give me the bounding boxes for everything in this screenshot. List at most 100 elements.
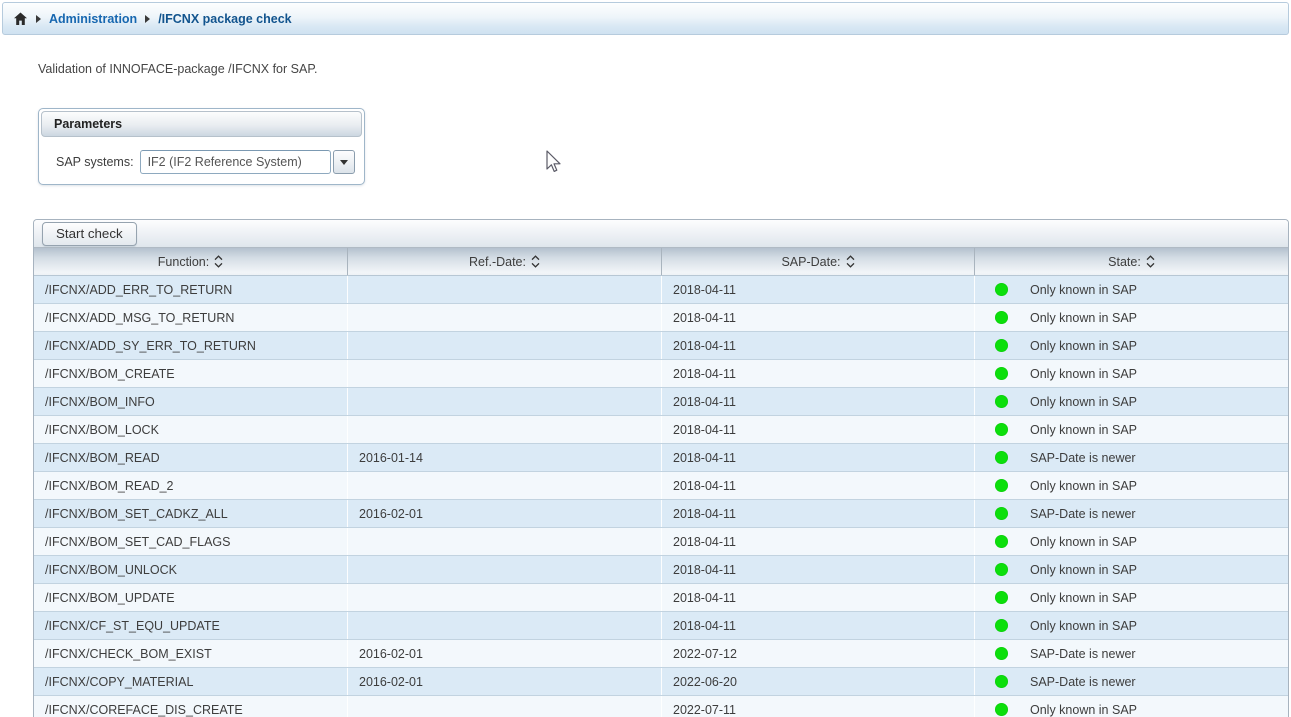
state-label: SAP-Date is newer (1030, 646, 1136, 661)
sap-date-cell: 2018-04-11 (662, 472, 975, 499)
table-row[interactable]: /IFCNX/ADD_SY_ERR_TO_RETURN 2018-04-11 O… (34, 332, 1288, 360)
status-ok-icon (995, 535, 1008, 548)
state-label: SAP-Date is newer (1030, 674, 1136, 689)
table-row[interactable]: /IFCNX/BOM_LOCK 2018-04-11 Only known in… (34, 416, 1288, 444)
table-row[interactable]: /IFCNX/ADD_MSG_TO_RETURN 2018-04-11 Only… (34, 304, 1288, 332)
state-cell: SAP-Date is newer (975, 640, 1288, 667)
ref-date-cell (348, 528, 662, 555)
table-row[interactable]: /IFCNX/ADD_ERR_TO_RETURN 2018-04-11 Only… (34, 276, 1288, 304)
breadcrumb-item-current[interactable]: /IFCNX package check (158, 11, 292, 26)
column-header-state[interactable]: State: (975, 248, 1288, 275)
state-cell: Only known in SAP (975, 584, 1288, 611)
chevron-down-icon (339, 159, 348, 165)
function-cell: /IFCNX/BOM_INFO (34, 388, 348, 415)
table-row[interactable]: /IFCNX/BOM_UNLOCK 2018-04-11 Only known … (34, 556, 1288, 584)
table-row[interactable]: /IFCNX/COPY_MATERIAL 2016-02-01 2022-06-… (34, 668, 1288, 696)
function-cell: /IFCNX/BOM_UNLOCK (34, 556, 348, 583)
table-row[interactable]: /IFCNX/BOM_READ_2 2018-04-11 Only known … (34, 472, 1288, 500)
sap-date-cell: 2018-04-11 (662, 388, 975, 415)
home-icon[interactable] (13, 12, 28, 26)
ref-date-cell (348, 416, 662, 443)
ref-date-cell (348, 388, 662, 415)
state-label: Only known in SAP (1030, 282, 1137, 297)
state-cell: Only known in SAP (975, 304, 1288, 331)
status-ok-icon (995, 311, 1008, 324)
sort-icon[interactable] (846, 255, 855, 268)
status-ok-icon (995, 479, 1008, 492)
start-check-button[interactable]: Start check (42, 221, 137, 246)
status-ok-icon (995, 563, 1008, 576)
status-ok-icon (995, 423, 1008, 436)
table-row[interactable]: /IFCNX/CHECK_BOM_EXIST 2016-02-01 2022-0… (34, 640, 1288, 668)
state-cell: Only known in SAP (975, 472, 1288, 499)
column-header-ref-date[interactable]: Ref.-Date: (348, 248, 662, 275)
ref-date-cell (348, 584, 662, 611)
state-label: SAP-Date is newer (1030, 450, 1136, 465)
sap-date-cell: 2018-04-11 (662, 500, 975, 527)
breadcrumb-separator-icon (145, 14, 151, 23)
function-cell: /IFCNX/CHECK_BOM_EXIST (34, 640, 348, 667)
state-cell: Only known in SAP (975, 696, 1288, 717)
function-cell: /IFCNX/BOM_READ (34, 444, 348, 471)
function-cell: /IFCNX/COPY_MATERIAL (34, 668, 348, 695)
state-label: Only known in SAP (1030, 422, 1137, 437)
state-cell: Only known in SAP (975, 276, 1288, 303)
table-row[interactable]: /IFCNX/BOM_CREATE 2018-04-11 Only known … (34, 360, 1288, 388)
state-cell: Only known in SAP (975, 388, 1288, 415)
sap-date-cell: 2022-07-11 (662, 696, 975, 717)
column-header-sap-date[interactable]: SAP-Date: (662, 248, 975, 275)
state-cell: Only known in SAP (975, 360, 1288, 387)
table-row[interactable]: /IFCNX/BOM_UPDATE 2018-04-11 Only known … (34, 584, 1288, 612)
sap-date-cell: 2022-06-20 (662, 668, 975, 695)
sap-date-cell: 2018-04-11 (662, 416, 975, 443)
function-cell: /IFCNX/ADD_ERR_TO_RETURN (34, 276, 348, 303)
function-cell: /IFCNX/CF_ST_EQU_UPDATE (34, 612, 348, 639)
ref-date-cell: 2016-02-01 (348, 500, 662, 527)
table-row[interactable]: /IFCNX/BOM_INFO 2018-04-11 Only known in… (34, 388, 1288, 416)
function-cell: /IFCNX/BOM_SET_CAD_FLAGS (34, 528, 348, 555)
state-cell: SAP-Date is newer (975, 500, 1288, 527)
status-ok-icon (995, 283, 1008, 296)
column-header-function[interactable]: Function: (34, 248, 348, 275)
status-ok-icon (995, 507, 1008, 520)
table-row[interactable]: /IFCNX/CF_ST_EQU_UPDATE 2018-04-11 Only … (34, 612, 1288, 640)
table-header-row: Function: Ref.-Date: SAP-Date: State: (34, 248, 1288, 276)
breadcrumb-item-administration[interactable]: Administration (49, 11, 138, 26)
sap-system-combobox[interactable]: IF2 (IF2 Reference System) (139, 150, 355, 174)
sap-date-cell: 2018-04-11 (662, 360, 975, 387)
table-toolbar: Start check (34, 220, 1288, 248)
status-ok-icon (995, 339, 1008, 352)
sort-icon[interactable] (214, 255, 223, 268)
sort-icon[interactable] (531, 255, 540, 268)
ref-date-cell: 2016-02-01 (348, 668, 662, 695)
function-cell: /IFCNX/ADD_SY_ERR_TO_RETURN (34, 332, 348, 359)
table-row[interactable]: /IFCNX/BOM_SET_CADKZ_ALL 2016-02-01 2018… (34, 500, 1288, 528)
function-cell: /IFCNX/BOM_LOCK (34, 416, 348, 443)
ref-date-cell (348, 276, 662, 303)
function-cell: /IFCNX/ADD_MSG_TO_RETURN (34, 304, 348, 331)
function-cell: /IFCNX/BOM_UPDATE (34, 584, 348, 611)
sap-system-select[interactable]: IF2 (IF2 Reference System) (139, 150, 331, 174)
table-row[interactable]: /IFCNX/BOM_READ 2016-01-14 2018-04-11 SA… (34, 444, 1288, 472)
status-ok-icon (995, 619, 1008, 632)
breadcrumb-separator-icon (36, 14, 41, 23)
sort-icon[interactable] (1146, 255, 1155, 268)
sap-date-cell: 2018-04-11 (662, 304, 975, 331)
table-row[interactable]: /IFCNX/BOM_SET_CAD_FLAGS 2018-04-11 Only… (34, 528, 1288, 556)
status-ok-icon (995, 367, 1008, 380)
ref-date-cell: 2016-02-01 (348, 640, 662, 667)
state-label: Only known in SAP (1030, 310, 1137, 325)
dropdown-arrow-button[interactable] (332, 150, 355, 174)
state-label: Only known in SAP (1030, 478, 1137, 493)
status-ok-icon (995, 647, 1008, 660)
status-ok-icon (995, 451, 1008, 464)
table-row[interactable]: /IFCNX/COREFACE_DIS_CREATE 2022-07-11 On… (34, 696, 1288, 717)
ref-date-cell (348, 304, 662, 331)
ref-date-cell (348, 332, 662, 359)
state-label: Only known in SAP (1030, 534, 1137, 549)
ref-date-cell (348, 360, 662, 387)
sap-date-cell: 2018-04-11 (662, 528, 975, 555)
table-body: /IFCNX/ADD_ERR_TO_RETURN 2018-04-11 Only… (34, 276, 1288, 717)
parameters-panel-header[interactable]: Parameters (41, 111, 362, 137)
ref-date-cell (348, 696, 662, 717)
